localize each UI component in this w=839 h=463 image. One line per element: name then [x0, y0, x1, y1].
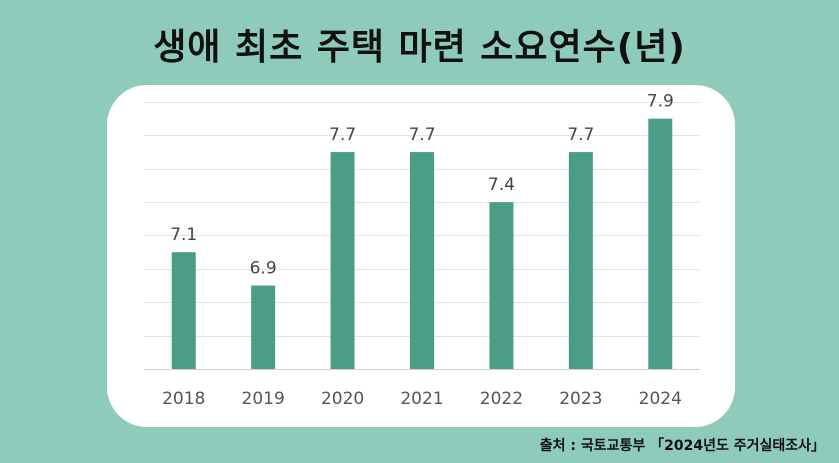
data-label-2020: 7.7 [329, 125, 356, 145]
bar-2022 [489, 202, 514, 369]
x-tick-label-2020: 2020 [321, 389, 364, 409]
data-label-2019: 6.9 [250, 259, 277, 279]
bar-2020 [330, 152, 355, 369]
x-tick-label-2024: 2024 [639, 389, 682, 409]
x-tick-label-2022: 2022 [480, 389, 523, 409]
bar-2018 [171, 252, 196, 369]
x-tick-label-2018: 2018 [162, 389, 205, 409]
data-label-2018: 7.1 [170, 225, 197, 245]
bar-2024 [648, 118, 673, 369]
data-label-2021: 7.7 [408, 125, 435, 145]
bar-2023 [568, 152, 593, 369]
bar-2019 [251, 285, 276, 369]
data-label-2022: 7.4 [488, 175, 515, 195]
x-tick-label-2023: 2023 [559, 389, 602, 409]
x-tick-label-2021: 2021 [400, 389, 443, 409]
x-tick-label-2019: 2019 [242, 389, 285, 409]
data-label-2023: 7.7 [567, 125, 594, 145]
source-note: 출처 : 국토교통부 「2024년도 주거실태조사」 [539, 438, 825, 454]
data-label-2024: 7.9 [647, 92, 674, 112]
bar-2021 [410, 152, 434, 369]
chart-title: 생애 최초 주택 마련 소요연수(년) [153, 27, 686, 68]
